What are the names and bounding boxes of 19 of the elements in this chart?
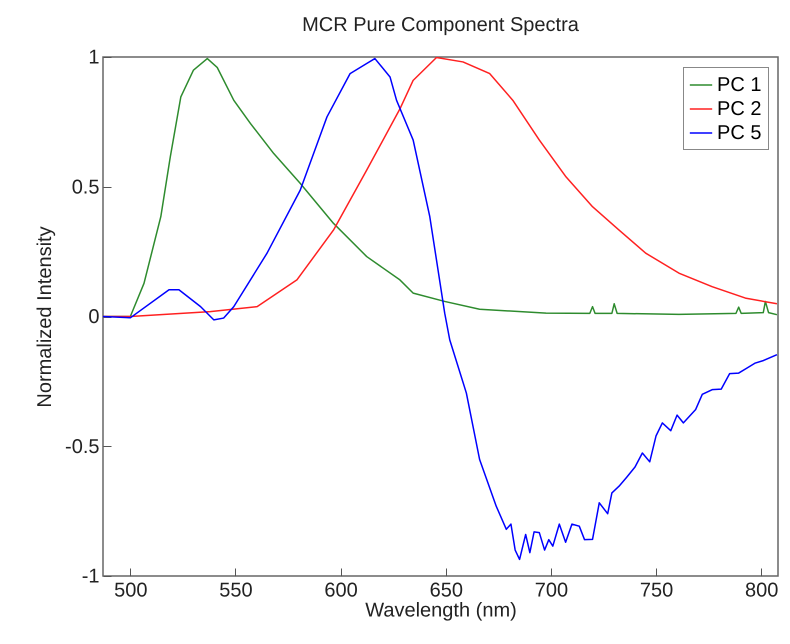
legend-label: PC 1 xyxy=(717,74,762,96)
y-tick-label: 1 xyxy=(88,46,100,68)
x-tick-label: 600 xyxy=(324,580,358,602)
legend-label: PC 2 xyxy=(717,98,762,120)
y-axis-title: Normalized Intensity xyxy=(34,226,56,408)
y-tick-label: -0.5 xyxy=(65,436,100,458)
line-series xyxy=(103,58,778,560)
chart-title: MCR Pure Component Spectra xyxy=(302,14,580,36)
y-tick-label: 0.5 xyxy=(72,176,100,198)
x-tick-label: 650 xyxy=(430,580,463,602)
y-tick-label: -1 xyxy=(82,566,100,588)
x-tick-label: 500 xyxy=(114,580,148,602)
x-axis-title: Wavelength (nm) xyxy=(365,600,517,622)
y-tick-label: 0 xyxy=(88,306,100,328)
x-tick-label: 700 xyxy=(534,580,568,602)
x-tick-label: 550 xyxy=(219,580,253,602)
x-tick-label: 800 xyxy=(744,580,778,602)
legend-label: PC 5 xyxy=(717,122,762,144)
x-tick-label: 750 xyxy=(640,580,674,602)
